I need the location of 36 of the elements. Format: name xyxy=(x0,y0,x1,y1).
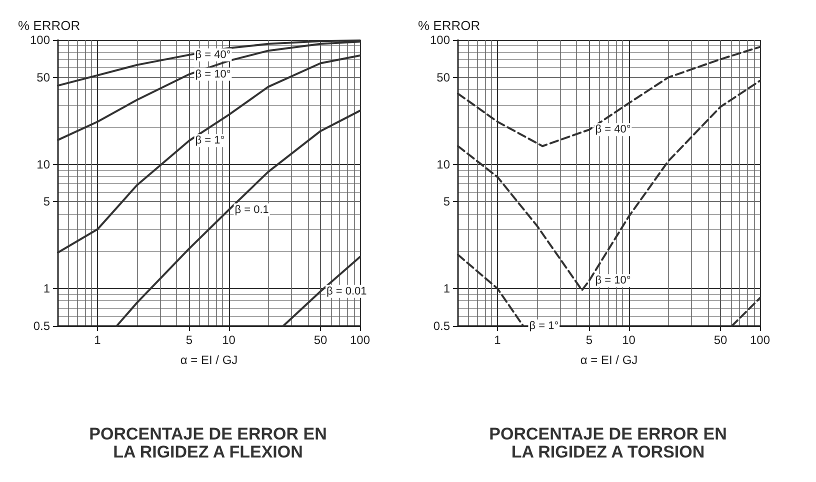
x-tick-label: 10 xyxy=(222,333,236,347)
x-tick-label: 50 xyxy=(314,333,328,347)
x-tick-label: 100 xyxy=(350,333,370,347)
y-tick-label: 50 xyxy=(36,70,50,84)
series-label: β = 1° xyxy=(529,320,559,332)
y-tick-label: 10 xyxy=(36,157,50,172)
y-tick-label: 0.5 xyxy=(33,319,50,333)
y-tick-label: 100 xyxy=(430,33,450,47)
y-tick-label: 5 xyxy=(43,194,50,209)
y-axis-title: % ERROR xyxy=(18,18,80,33)
series-label: β = 10° xyxy=(195,68,231,80)
x-tick-label: 1 xyxy=(94,333,102,347)
x-axis-title: α = EI / GJ xyxy=(180,353,238,367)
text: PORCENTAJE DE ERROR EN LA RIGIDEZ A FLEXION xyxy=(89,424,327,462)
x-tick-label: 1 xyxy=(494,333,502,347)
text: PORCENTAJE DE ERROR EN LA RIGIDEZ A TORSION xyxy=(489,424,727,462)
y-axis-title: % ERROR xyxy=(418,18,480,33)
x-tick-label: 10 xyxy=(622,333,636,347)
x-axis-title: α = EI / GJ xyxy=(580,353,638,367)
x-tick-label: 5 xyxy=(586,333,593,347)
y-tick-label: 0.5 xyxy=(433,319,450,333)
y-tick-label: 1 xyxy=(43,282,50,296)
x-tick-label: 5 xyxy=(186,333,193,347)
y-tick-label: 5 xyxy=(443,194,450,209)
series-label: β = 1° xyxy=(195,134,225,147)
series-label: β = 0.01 xyxy=(326,285,367,298)
series-label: β = 40° xyxy=(195,48,231,61)
x-tick-label: 100 xyxy=(750,333,770,347)
series-label: β = 10° xyxy=(595,274,631,287)
y-tick-label: 1 xyxy=(443,282,450,296)
y-tick-label: 10 xyxy=(436,157,450,172)
x-tick-label: 50 xyxy=(714,333,728,347)
series-label: β = 0.1 xyxy=(234,204,269,216)
y-tick-label: 100 xyxy=(30,33,50,47)
series-label: β = 40° xyxy=(595,124,631,136)
y-tick-label: 50 xyxy=(436,70,450,84)
